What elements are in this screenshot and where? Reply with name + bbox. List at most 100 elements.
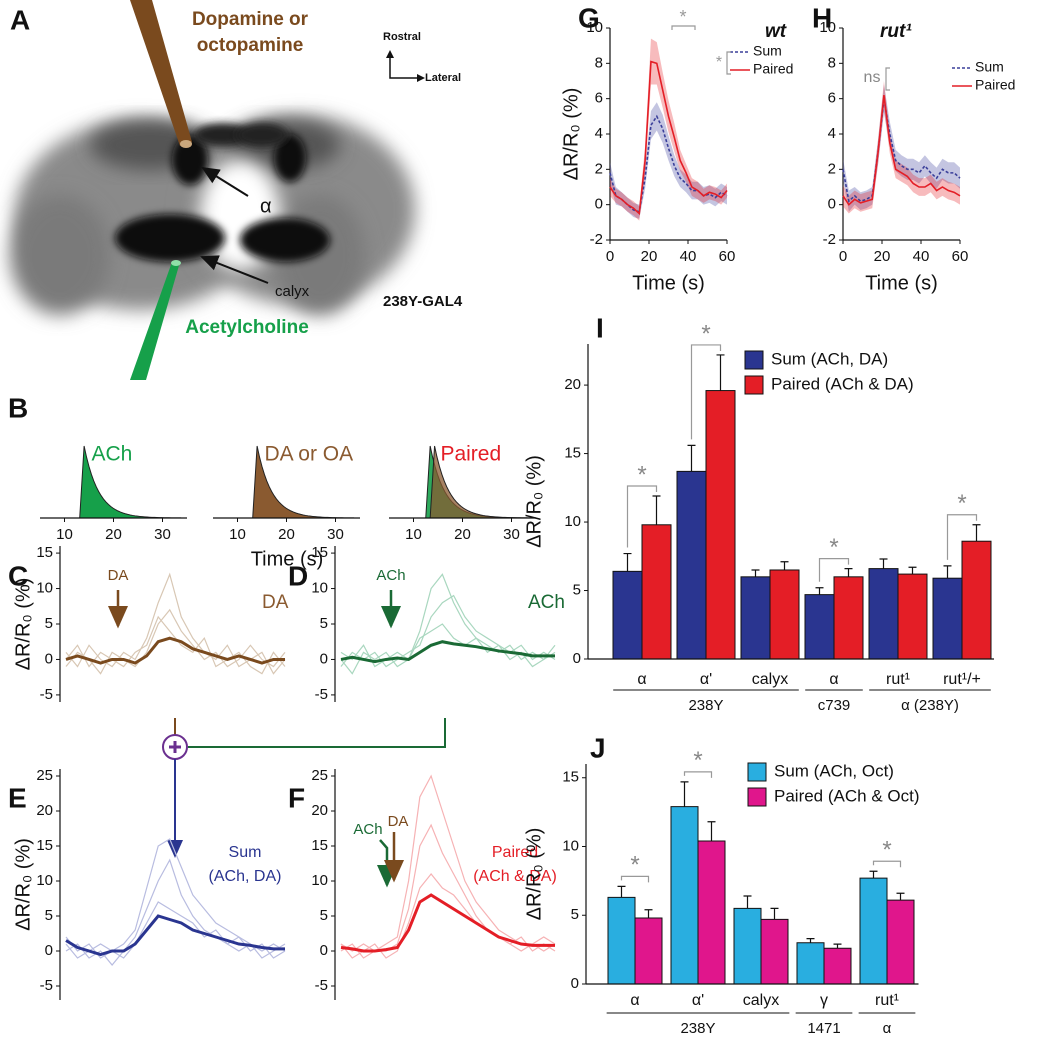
y-tick-label: 0 [320, 942, 328, 959]
bracket [726, 51, 731, 75]
trial-trace [340, 573, 556, 668]
x-tick-label: 60 [952, 248, 969, 265]
y-tick-label: 10 [586, 19, 603, 36]
group-label: α [883, 1020, 892, 1037]
annotation: DA [262, 592, 289, 613]
error-bar [707, 821, 716, 841]
x-tick-label: α [630, 992, 639, 1009]
bar [868, 568, 899, 660]
sem-band [843, 81, 960, 214]
panel-letter: F [288, 782, 305, 813]
y-tick-label: 0 [828, 196, 836, 213]
legend-label: Sum (ACh, DA) [771, 349, 888, 368]
y-tick-label: 15 [562, 769, 579, 786]
error-bar [943, 565, 952, 579]
y-tick-label: 15 [36, 837, 53, 854]
bar [769, 569, 800, 660]
x-tick-label: 20 [278, 526, 295, 543]
mean-trace [340, 893, 555, 953]
error-bar [780, 561, 789, 570]
error-bar [844, 568, 853, 577]
bar [760, 918, 789, 985]
y-tick-label: 4 [595, 125, 603, 142]
significance-bracket [872, 860, 902, 868]
annotation: * [716, 54, 722, 71]
y-tick-label: 20 [36, 802, 53, 819]
x-axis-label: Time (s) [865, 272, 938, 294]
trial-trace [65, 615, 286, 675]
x-tick-label: rut¹ [886, 671, 910, 688]
legend-label: Paired [975, 77, 1015, 93]
annotation: Sum [229, 844, 262, 861]
annotation: (ACh & DA) [473, 868, 557, 885]
trial-trace [65, 572, 286, 675]
error-bar [623, 552, 632, 572]
y-tick-label: 5 [571, 906, 579, 923]
panel-letter: H [812, 2, 832, 33]
panel-letter: E [8, 782, 27, 813]
line-label: 238Y-GAL4 [383, 293, 463, 310]
sum-connector [108, 590, 446, 888]
error-bar [770, 907, 779, 920]
significance-label: * [630, 852, 639, 879]
bar [705, 390, 736, 660]
bar [886, 899, 915, 985]
annotation: * [679, 7, 686, 27]
y-tick-label: 0 [595, 196, 603, 213]
legend-label: Sum [975, 59, 1004, 75]
y-tick-label: 4 [828, 125, 836, 142]
orientation-label: Rostral [383, 31, 421, 43]
y-tick-label: 0 [571, 975, 579, 992]
y-axis-label: ΔR/R₀ (%) [523, 455, 545, 548]
panel-letter: I [596, 312, 604, 343]
error-bar [644, 909, 653, 918]
bar [697, 840, 726, 985]
significance-label: * [637, 461, 646, 488]
error-bar [751, 569, 760, 577]
bar [833, 576, 864, 660]
error-bar [896, 892, 905, 901]
y-tick-label: 15 [564, 445, 581, 462]
bar [670, 806, 699, 985]
y-tick-label: 10 [562, 837, 579, 854]
y-tick-label: 25 [311, 767, 328, 784]
significance-label: * [701, 320, 710, 347]
bracket [885, 67, 890, 91]
y-tick-label: 15 [311, 544, 328, 561]
legend-label: Paired [753, 61, 793, 77]
y-tick-label: 10 [311, 872, 328, 889]
y-tick-label: -2 [823, 231, 836, 248]
annotation: ns [864, 69, 881, 86]
bar [796, 942, 825, 985]
schematic-label: ACh [91, 443, 132, 466]
group-label: α (238Y) [901, 697, 959, 714]
y-axis-label: ΔR/R₀ (%) [560, 88, 582, 181]
panel-letter: B [8, 392, 28, 423]
x-tick-label: 20 [454, 526, 471, 543]
mean-trace [65, 914, 285, 957]
annotation: DA [108, 567, 129, 584]
error-bar [908, 566, 917, 575]
panel-letter: J [590, 732, 606, 763]
significance-bracket [818, 558, 850, 582]
y-tick-label: 10 [564, 513, 581, 530]
trial-trace [340, 623, 556, 675]
significance-bracket [946, 514, 978, 560]
bar [897, 573, 928, 660]
error-bar [815, 587, 824, 595]
legend-label: Sum [753, 43, 782, 59]
y-tick-label: 8 [828, 54, 836, 71]
mean-line [842, 95, 961, 206]
chart-title: rut¹ [880, 21, 912, 42]
x-tick-label: 0 [839, 248, 847, 265]
error-bar [833, 943, 842, 949]
trial-trace [65, 838, 286, 959]
y-tick-label: 6 [595, 90, 603, 107]
group-label: 238Y [680, 1020, 715, 1037]
y-tick-label: 20 [564, 376, 581, 393]
error-bar [806, 938, 815, 943]
x-tick-label: calyx [752, 671, 788, 688]
x-axis-label: Time (s) [251, 548, 324, 570]
annotation: (ACh, DA) [209, 868, 282, 885]
